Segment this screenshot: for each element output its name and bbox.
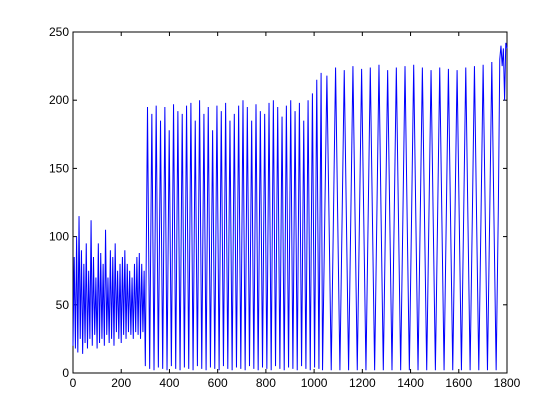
y-tick-label: 150	[49, 161, 69, 175]
x-tick-label: 1000	[301, 376, 328, 390]
y-tick-label: 50	[56, 298, 70, 312]
y-tick-label: 200	[49, 93, 69, 107]
y-tick-label: 250	[49, 25, 69, 39]
x-tick-label: 0	[70, 376, 77, 390]
y-tick-label: 0	[62, 366, 69, 380]
x-tick-label: 600	[208, 376, 228, 390]
x-tick-label: 1400	[397, 376, 424, 390]
x-tick-label: 800	[256, 376, 276, 390]
data-line	[72, 42, 508, 371]
x-tick-label: 200	[111, 376, 131, 390]
x-tick-label: 1800	[494, 376, 521, 390]
y-tick-label: 100	[49, 230, 69, 244]
x-tick-label: 1600	[445, 376, 472, 390]
x-tick-label: 1200	[349, 376, 376, 390]
x-tick-label: 400	[159, 376, 179, 390]
